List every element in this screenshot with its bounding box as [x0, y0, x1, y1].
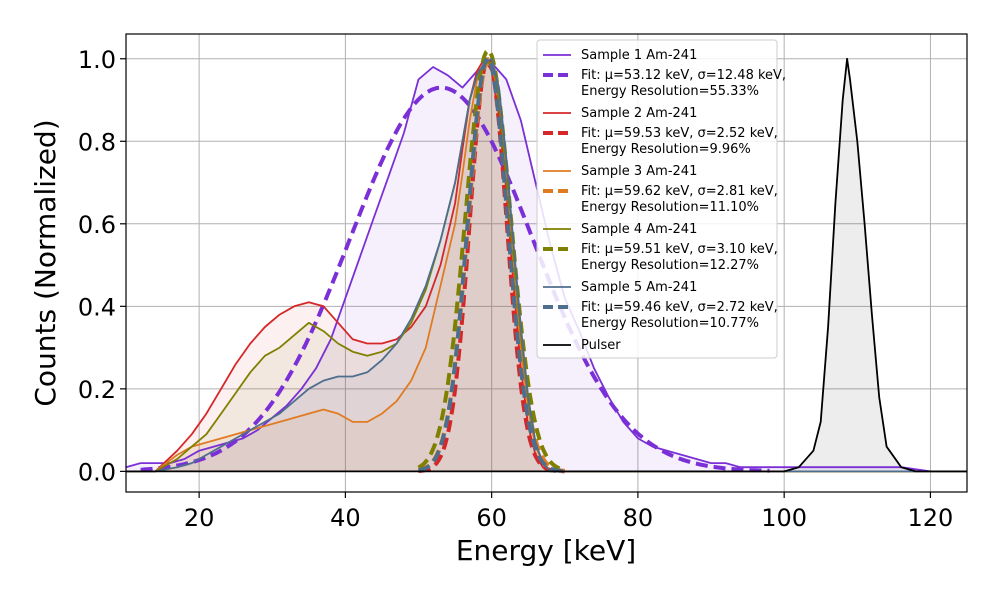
y-tick-label: 0.6: [78, 211, 116, 239]
series-line-10: [126, 57, 967, 473]
legend-entry-label: Energy Resolution=11.10%: [581, 200, 759, 215]
legend-entry-label: Sample 1 Am-241: [581, 48, 697, 63]
series-fill-2: [126, 58, 967, 472]
legend-entry-label: Fit: μ=59.62 keV, σ=2.81 keV,: [581, 184, 778, 199]
legend: Sample 1 Am-241 Fit: μ=53.12 keV, σ=12.48…: [536, 39, 786, 359]
legend-entry-label: Pulser: [581, 338, 621, 353]
plot-frame: [125, 33, 968, 493]
legend-entry-label: Fit: μ=53.12 keV, σ=12.48 keV,: [581, 68, 786, 83]
y-tick-label: 0.0: [78, 458, 116, 486]
series-line-0: [126, 62, 967, 473]
series-lines: [126, 48, 967, 474]
x-tick-label: 40: [330, 504, 361, 532]
legend-entry-label: Sample 4 Am-241: [581, 222, 697, 237]
y-tick-label: 0.8: [78, 128, 116, 156]
legend-entry-label: Fit: μ=59.51 keV, σ=3.10 keV,: [581, 242, 778, 257]
legend-entry-label: Energy Resolution=9.96%: [581, 142, 751, 157]
legend-box: [536, 39, 778, 359]
legend-entry-label: Energy Resolution=10.77%: [581, 316, 759, 331]
ticks: 20 40 60 80 100 120 0.0 0.2 0.4 0.6 0.8 1.0: [78, 46, 954, 532]
x-tick-label: 120: [908, 504, 954, 532]
series-line-9: [418, 56, 565, 474]
series-line-7: [417, 48, 566, 472]
legend-entry-label: Energy Resolution=55.33%: [581, 84, 759, 99]
legend-entry-label: Sample 3 Am-241: [581, 164, 697, 179]
legend-entry-label: Fit: μ=59.53 keV, σ=2.52 keV,: [581, 126, 778, 141]
x-tick-label: 60: [476, 504, 507, 532]
x-tick-label: 80: [623, 504, 654, 532]
y-tick-label: 1.0: [78, 46, 116, 74]
series-fill-6: [126, 62, 967, 472]
legend-entry-label: Sample 2 Am-241: [581, 106, 697, 121]
x-tick-label: 20: [184, 504, 215, 532]
series-line-8: [126, 57, 967, 473]
legend-entry-label: Fit: μ=59.46 keV, σ=2.72 keV,: [581, 300, 778, 315]
y-tick-label: 0.2: [78, 376, 116, 404]
x-tick-label: 100: [761, 504, 807, 532]
y-axis-label: Counts (Normalized): [29, 119, 62, 406]
series-fill-10: [126, 58, 967, 472]
y-tick-label: 0.4: [78, 293, 116, 321]
legend-entry-label: Energy Resolution=12.27%: [581, 258, 759, 273]
legend-entry-label: Sample 5 Am-241: [581, 280, 697, 295]
x-axis-label: Energy [keV]: [456, 534, 636, 567]
